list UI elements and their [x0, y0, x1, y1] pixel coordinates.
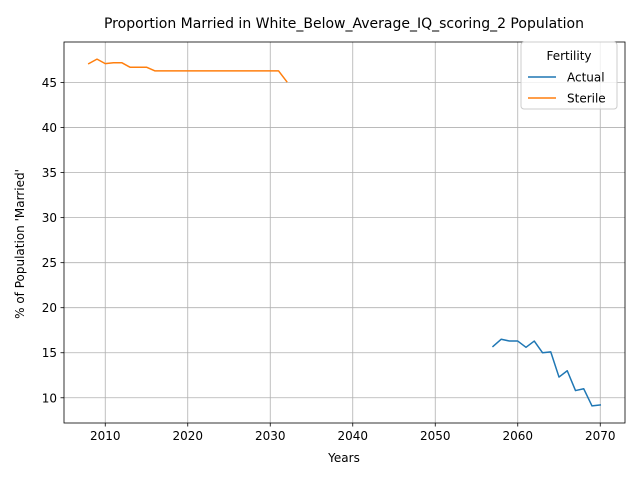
legend-label-actual: Actual — [567, 71, 605, 85]
y-axis-label: % of Population 'Married' — [13, 169, 27, 319]
chart-title: Proportion Married in White_Below_Averag… — [104, 16, 584, 32]
y-tick-label: 40 — [42, 121, 57, 135]
x-tick-label: 2030 — [255, 429, 286, 443]
x-tick-label: 2060 — [502, 429, 533, 443]
series-layer — [87, 58, 602, 407]
series-line-sterile — [87, 58, 288, 83]
legend: Fertility Actual Sterile — [520, 41, 618, 110]
x-tick-label: 2050 — [420, 429, 451, 443]
legend-title: Fertility — [546, 49, 591, 63]
y-tick-label: 25 — [42, 256, 57, 270]
axes-frame — [63, 41, 626, 424]
series-line-actual — [491, 338, 602, 407]
legend-box — [520, 41, 618, 110]
y-tick-label: 45 — [42, 76, 57, 90]
y-tick-label: 20 — [42, 301, 57, 315]
legend-label-sterile: Sterile — [567, 92, 606, 106]
x-tick-label: 2070 — [585, 429, 616, 443]
y-tick-label: 30 — [42, 211, 57, 225]
ticks: 2010 2020 2030 2040 2050 2060 2070 10 15 20 25 30 35… — [42, 76, 616, 443]
y-tick-label: 10 — [42, 391, 57, 405]
y-tick-label: 35 — [42, 166, 57, 180]
x-tick-label: 2010 — [90, 429, 121, 443]
y-tick-label: 15 — [42, 346, 57, 360]
grid — [64, 42, 625, 423]
x-axis-label: Years — [327, 451, 360, 465]
x-tick-label: 2040 — [337, 429, 368, 443]
x-tick-label: 2020 — [172, 429, 203, 443]
